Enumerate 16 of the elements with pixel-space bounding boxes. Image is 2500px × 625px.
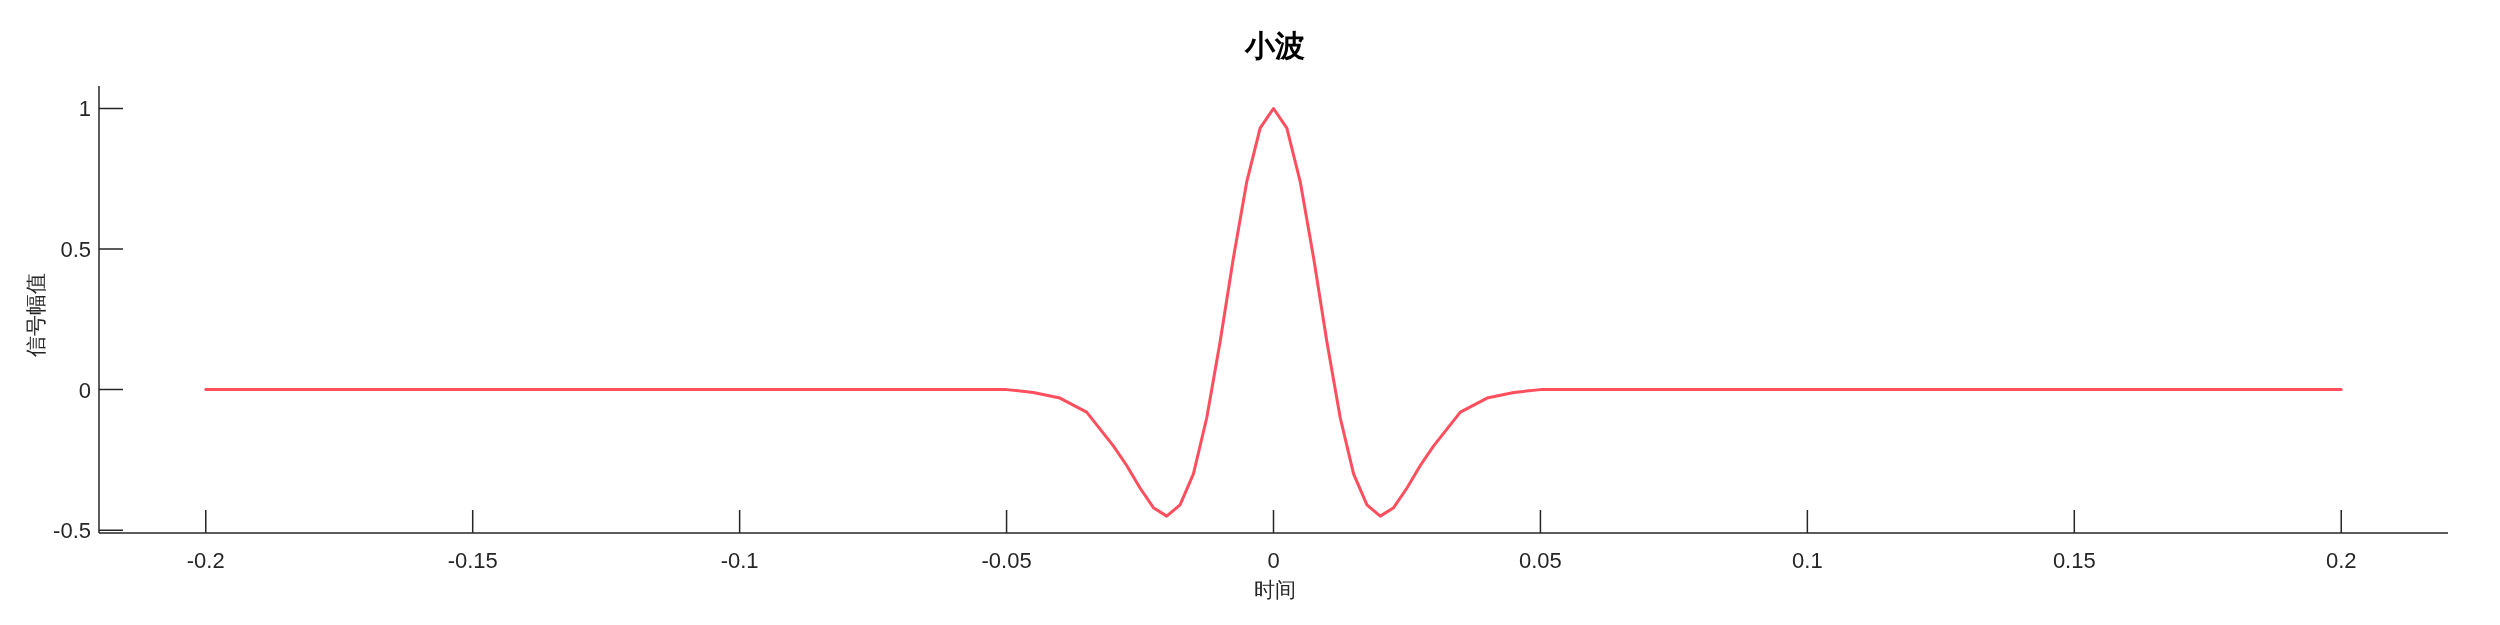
x-tick-label: -0.2	[186, 548, 225, 573]
y-axis-title: 信号幅值	[24, 272, 48, 357]
x-tick-label: 0.05	[1519, 548, 1562, 573]
y-tick-label: -0.5	[53, 518, 91, 544]
x-tick-label: 0.15	[2052, 548, 2096, 573]
x-tick-label: -0.1	[720, 548, 759, 573]
y-tick-label: 0.5	[60, 237, 91, 263]
y-tick-label: 1	[78, 96, 91, 122]
x-tick-label: 0.2	[2325, 548, 2357, 573]
x-tick-label: -0.15	[447, 548, 498, 573]
y-tick-label: 0	[78, 377, 91, 403]
x-tick-label: 0.1	[1792, 548, 1823, 573]
x-tick-label: -0.05	[981, 548, 1032, 573]
x-tick-label: 0	[1267, 548, 1280, 573]
x-axis-title: 时间	[1253, 578, 1296, 602]
chart-title: 小波	[1243, 28, 1305, 63]
